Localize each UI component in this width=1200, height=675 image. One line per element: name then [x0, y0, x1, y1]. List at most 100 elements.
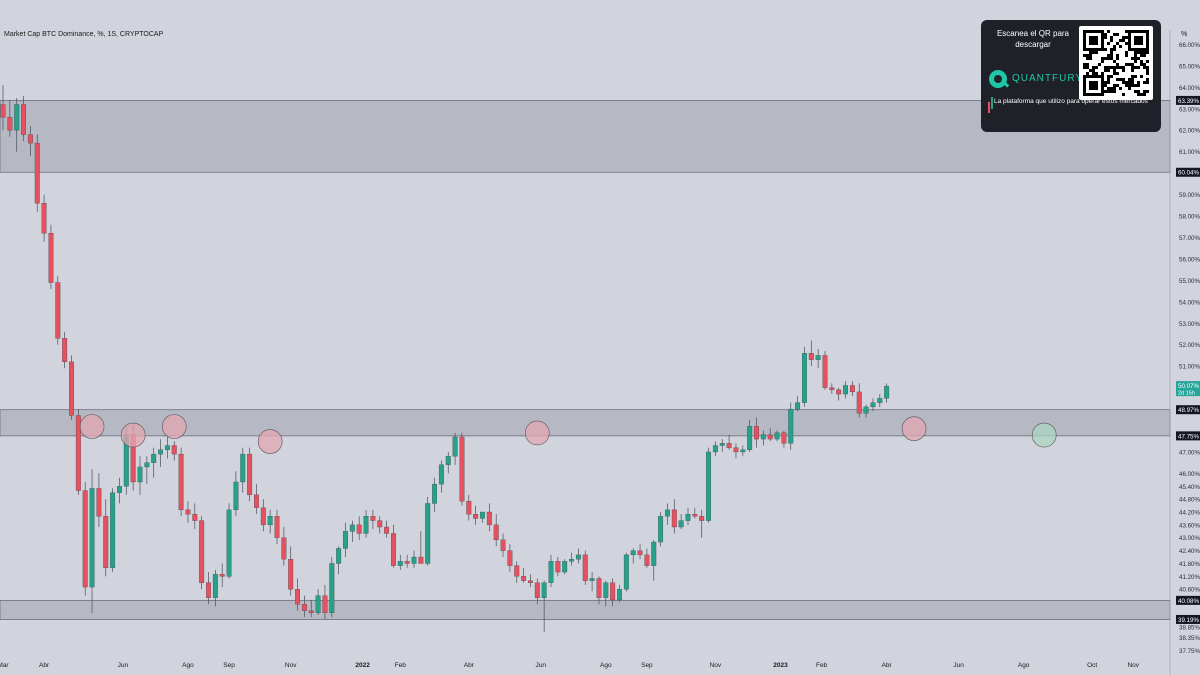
candle-body-101: [692, 514, 698, 517]
qr-module: [1137, 57, 1140, 60]
candle-body-17: [117, 486, 122, 493]
candle-body-120: [822, 355, 828, 388]
y-tick-label-13: 46.00%: [1179, 471, 1200, 478]
qr-module: [1128, 63, 1131, 66]
quantfury-promo-card[interactable]: Escanea el QR para descargar QUANTFURY L…: [981, 20, 1161, 132]
qr-module: [1101, 57, 1104, 60]
qr-module: [1131, 81, 1134, 84]
qr-module: [1134, 54, 1137, 57]
candle-body-37: [253, 494, 259, 508]
qr-module: [1110, 87, 1113, 90]
candle-body-96: [658, 516, 664, 543]
qr-code[interactable]: [1079, 26, 1153, 100]
qr-module: [1143, 51, 1146, 54]
candle-body-31: [212, 574, 218, 598]
qr-module: [1107, 90, 1110, 93]
qr-module: [1140, 63, 1143, 66]
candle-body-64: [438, 464, 444, 485]
qr-module: [1125, 54, 1128, 57]
qr-module: [1113, 45, 1116, 48]
candle-body-85: [582, 554, 588, 581]
qr-module: [1089, 69, 1092, 72]
candle-body-78: [534, 582, 540, 598]
qr-module: [1116, 57, 1119, 60]
candle-body-105: [719, 443, 725, 446]
candle-body-0: [0, 104, 6, 118]
qr-module: [1086, 66, 1089, 69]
qr-module: [1098, 63, 1101, 66]
x-tick-label-0: Mar: [0, 662, 9, 669]
qr-module: [1104, 48, 1107, 51]
candle-body-59: [404, 561, 410, 564]
candle-body-47: [322, 595, 328, 613]
qr-module: [1104, 36, 1107, 39]
candle-body-39: [267, 516, 273, 526]
candle-body-89: [610, 582, 616, 601]
qr-module: [1128, 78, 1131, 81]
qr-module: [1083, 63, 1086, 66]
qr-module: [1146, 81, 1149, 84]
qr-module: [1119, 78, 1122, 81]
candle-body-32: [219, 574, 225, 577]
touch-marker-6: [1031, 422, 1057, 448]
candle-body-119: [815, 355, 821, 360]
qr-module: [1092, 51, 1095, 54]
zone-label-0-1: 60.04%: [1178, 170, 1199, 177]
y-tick-label-21: 54.00%: [1179, 299, 1200, 306]
qr-module: [1146, 78, 1149, 81]
qr-module: [1137, 93, 1140, 96]
candle-body-66: [452, 436, 458, 457]
touch-marker-5: [901, 416, 927, 441]
qr-module: [1146, 60, 1149, 63]
qr-module: [1125, 36, 1128, 39]
y-tick-label-30: 64.00%: [1179, 85, 1200, 92]
candle-body-94: [644, 554, 650, 566]
zone-label-box-1-0: [1176, 405, 1200, 415]
qr-module: [1131, 78, 1134, 81]
candle-body-122: [836, 389, 842, 395]
candle-body-43: [295, 589, 300, 605]
qr-module: [1137, 90, 1140, 93]
qr-module: [1107, 54, 1110, 57]
candle-body-91: [623, 554, 629, 590]
touch-marker-4: [524, 420, 550, 446]
qr-module: [1113, 60, 1116, 63]
candle-body-8: [55, 282, 61, 339]
qr-module: [1122, 93, 1125, 96]
candle-body-1: [7, 117, 13, 131]
candle-body-11: [75, 415, 81, 491]
candle-body-112: [767, 434, 773, 440]
candle-body-45: [308, 610, 314, 613]
quantfury-logo-tail: [1002, 81, 1010, 88]
candle-body-92: [630, 550, 636, 556]
candle-body-58: [397, 561, 403, 566]
x-tick-label-11: Sep: [641, 662, 653, 669]
candle-body-27: [185, 509, 191, 515]
candle-body-16: [110, 492, 116, 568]
y-tick-label-32: 66.00%: [1179, 42, 1200, 49]
promo-heading: Escanea el QR para descargar: [996, 29, 1070, 49]
qr-module: [1110, 75, 1113, 78]
candle-body-98: [671, 509, 677, 528]
qr-module: [1107, 42, 1110, 45]
qr-module: [1116, 42, 1119, 45]
candle-body-116: [795, 402, 801, 410]
candle-body-97: [665, 509, 670, 517]
qr-module: [1107, 69, 1110, 72]
qr-module: [1143, 66, 1146, 69]
x-tick-label-10: Ago: [600, 662, 612, 669]
qr-module: [1131, 69, 1134, 72]
zone-rect-1: [0, 409, 1171, 437]
x-tick-label-17: Ago: [1018, 662, 1030, 669]
qr-module: [1107, 57, 1110, 60]
candle-body-109: [747, 426, 753, 450]
candle-body-106: [726, 443, 732, 448]
qr-module: [1116, 63, 1119, 66]
qr-module: [1131, 75, 1134, 78]
qr-module: [1122, 66, 1125, 69]
candle-body-123: [843, 385, 848, 395]
x-tick-label-19: Nov: [1127, 662, 1139, 669]
qr-module: [1086, 63, 1089, 66]
candle-body-129: [884, 385, 890, 399]
